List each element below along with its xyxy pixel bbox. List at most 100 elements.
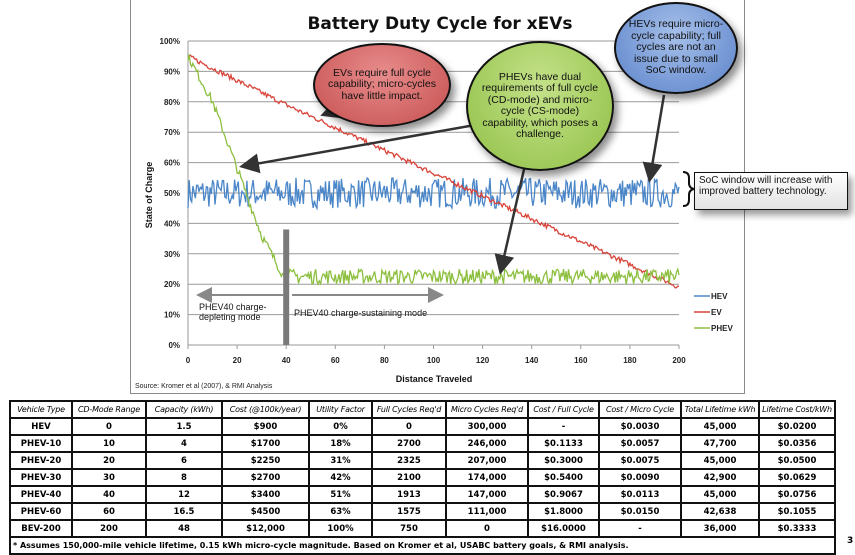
column-header: Capacity (kWh): [145, 400, 223, 419]
table-cell: $900: [221, 417, 310, 436]
table-cell: 30: [71, 468, 147, 487]
table-cell: $0.0356: [758, 434, 836, 453]
series-line-phev: [187, 54, 680, 286]
source-note: Source: Kromer et al (2007), & RMI Analy…: [135, 383, 273, 390]
x-tick-label: 100: [427, 356, 441, 365]
table-cell: 10: [71, 434, 147, 453]
table-cell: $0.0200: [758, 417, 836, 436]
table-cell: 6: [145, 451, 223, 470]
y-tick-label: 80%: [164, 98, 180, 107]
table-cell: $0.0030: [598, 417, 682, 436]
y-axis-ticks: 0% 10% 20% 30% 40% 50% 60% 70% 80% 90% 100%: [160, 37, 180, 350]
table-cell: BEV-200: [9, 519, 73, 538]
table-cell: $0.1055: [758, 502, 836, 521]
table-cell: 31%: [308, 451, 373, 470]
table-cell: 60: [71, 502, 147, 521]
table-cell: $1700: [221, 434, 310, 453]
table-row: PHEV-40 40 12 $3400 51% 1913 147,000 $0.9067 $0.…: [9, 485, 836, 504]
table-cell: 12: [145, 485, 223, 504]
table-cell: 100%: [308, 519, 373, 538]
table-cell: 174,000: [445, 468, 529, 487]
phev-callout-bubble: PHEVs have dual requirements of full cyc…: [466, 41, 614, 171]
y-tick-label: 100%: [160, 37, 180, 46]
table-cell: 16.5: [145, 502, 223, 521]
legend-label-hev: HEV: [711, 292, 728, 301]
table-cell: $0.0629: [758, 468, 836, 487]
battery-cost-table: Vehicle Type CD-Mode Range Capacity (kWh) C…: [9, 400, 836, 555]
column-header: Full Cycles Req'd: [371, 400, 447, 419]
column-header: CD-Mode Range: [71, 400, 147, 419]
hev-callout-bubble: HEVs require micro-cycle capability; ful…: [614, 2, 738, 94]
table-cell: -: [527, 417, 600, 436]
table-cell: 42,638: [680, 502, 760, 521]
column-header: Total Lifetime kWh: [680, 400, 760, 419]
table-cell: $3400: [221, 485, 310, 504]
table-cell: $0.0150: [598, 502, 682, 521]
table-row: HEV 0 1.5 $900 0% 0 300,000- $0.0030 45,000 $0.02…: [9, 417, 836, 436]
y-tick-label: 60%: [164, 159, 180, 168]
series-line-hev: [187, 176, 680, 211]
table-cell: $0.5400: [527, 468, 600, 487]
table-cell: 1913: [371, 485, 447, 504]
x-tick-label: 20: [233, 356, 242, 365]
ev-callout-bubble: EVs require full cycle capability; micro…: [313, 43, 451, 127]
table-row: PHEV-30 30 8 $2700 42% 2100 174,000 $0.5400 $0.0…: [9, 468, 836, 487]
table-cell: $0.0075: [598, 451, 682, 470]
table-cell: $0.9067: [527, 485, 600, 504]
phev-cd-callout-arrow: [239, 123, 476, 174]
table-cell: $2250: [221, 451, 310, 470]
x-tick-label: 180: [623, 356, 637, 365]
table-row: PHEV-10 10 4 $1700 18% 2700 246,000 $0.1133 $0.0…: [9, 434, 836, 453]
table-cell: $1.8000: [527, 502, 600, 521]
table-cell: 48: [145, 519, 223, 538]
table-footnote: * Assumes 150,000-mile vehicle lifetime,…: [9, 536, 836, 555]
table-cell: 45,000: [680, 417, 760, 436]
table-cell: 0%: [308, 417, 373, 436]
legend-label-ev: EV: [711, 308, 722, 317]
table-cell: 8: [145, 468, 223, 487]
table-cell: 300,000: [445, 417, 529, 436]
table-row: PHEV-60 60 16.5 $4500 63% 1575 111,000 $1.8000 $…: [9, 502, 836, 521]
cd-cs-divider-bar: [283, 229, 290, 345]
column-header: Cost / Full Cycle: [527, 400, 600, 419]
x-tick-label: 80: [380, 356, 389, 365]
table-cell: 40: [71, 485, 147, 504]
table-row: BEV-200 200 48 $12,000 100% 750 0 $16.0000-36,0…: [9, 519, 836, 538]
table-cell: $2700: [221, 468, 310, 487]
table-cell: 63%: [308, 502, 373, 521]
column-header: Vehicle Type: [9, 400, 73, 419]
cd-mode-label: PHEV40 charge-depleting mode: [199, 302, 267, 322]
table-cell: 0: [371, 417, 447, 436]
table-cell: $0.0756: [758, 485, 836, 504]
table-cell: 4: [145, 434, 223, 453]
legend-label-phev: PHEV: [711, 324, 733, 333]
table-cell: $0.0090: [598, 468, 682, 487]
x-tick-label: 60: [331, 356, 340, 365]
series-lines: [187, 54, 680, 289]
table-header-row: Vehicle Type CD-Mode Range Capacity (kWh) C…: [9, 400, 836, 419]
table-cell: $16.0000: [527, 519, 600, 538]
table-row: PHEV-20 20 6 $2250 31% 2325 207,000 $0.3000 $0.0…: [9, 451, 836, 470]
x-axis-title: Distance Traveled: [396, 374, 473, 384]
table-cell: 2325: [371, 451, 447, 470]
x-axis-ticks: 0 20 40 60 80 100 120 140 160 180 200: [186, 345, 686, 365]
y-tick-label: 0%: [168, 341, 180, 350]
table-cell: $12,000: [221, 519, 310, 538]
page-number: 3: [847, 536, 854, 546]
y-axis-title: State of Charge: [144, 162, 154, 229]
soc-window-note: SoC window will increase with improved b…: [694, 172, 848, 210]
column-header: Micro Cycles Req'd: [445, 400, 529, 419]
soc-window-note-text: SoC window will increase with improved b…: [699, 175, 833, 197]
table-cell: $0.3000: [527, 451, 600, 470]
table-cell: PHEV-60: [9, 502, 73, 521]
table-cell: $0.0500: [758, 451, 836, 470]
chart-title: Battery Duty Cycle for xEVs: [307, 14, 572, 34]
table-cell: 0: [71, 417, 147, 436]
table-cell: 111,000: [445, 502, 529, 521]
table-cell: HEV: [9, 417, 73, 436]
table-cell: 36,000: [680, 519, 760, 538]
column-header: Utility Factor: [308, 400, 373, 419]
x-tick-label: 200: [672, 356, 686, 365]
y-tick-label: 30%: [164, 250, 180, 259]
table-cell: 147,000: [445, 485, 529, 504]
